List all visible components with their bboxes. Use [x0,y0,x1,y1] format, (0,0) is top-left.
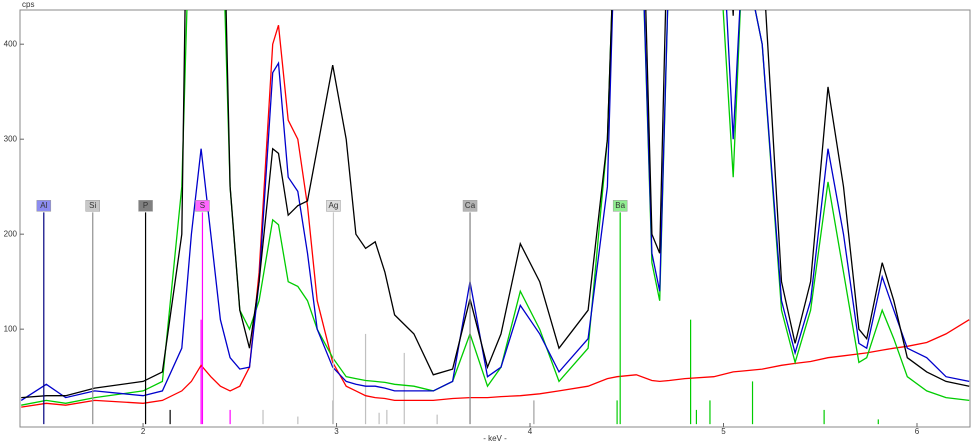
y-tick-label: 100 [4,324,18,333]
element-label-box [195,200,210,212]
plot-frame [19,9,971,428]
element-label-box [36,200,52,212]
x-tick-label: 6 [915,427,920,436]
y-tick-label: 400 [4,39,18,48]
element-label: Si [89,201,96,210]
y-unit: cps [22,0,34,9]
element-label-box [612,200,628,212]
element-label: Ca [465,201,476,210]
spectrum-line [21,10,970,406]
spectrum-line [21,25,970,408]
element-label: Ba [615,201,625,210]
spectrum-line [21,10,970,399]
x-tick-label: 4 [528,427,533,436]
element-label: Ag [329,201,339,210]
element-label-box [462,200,478,212]
x-tick-label: 3 [334,427,339,436]
element-label: Al [40,201,47,210]
x-tick-label: 2 [141,427,146,436]
x-tick-label: 5 [721,427,726,436]
element-label: P [143,201,148,210]
plot: Al Si P S Ag Ca Ba [20,10,970,425]
element-label-box [85,200,100,212]
element-label: S [200,201,205,210]
element-label-box [138,200,153,212]
element-label-box [326,200,341,212]
y-tick-label: 200 [4,229,18,238]
y-tick-label: 300 [4,134,18,143]
x-axis-label: - keV - [483,434,507,443]
